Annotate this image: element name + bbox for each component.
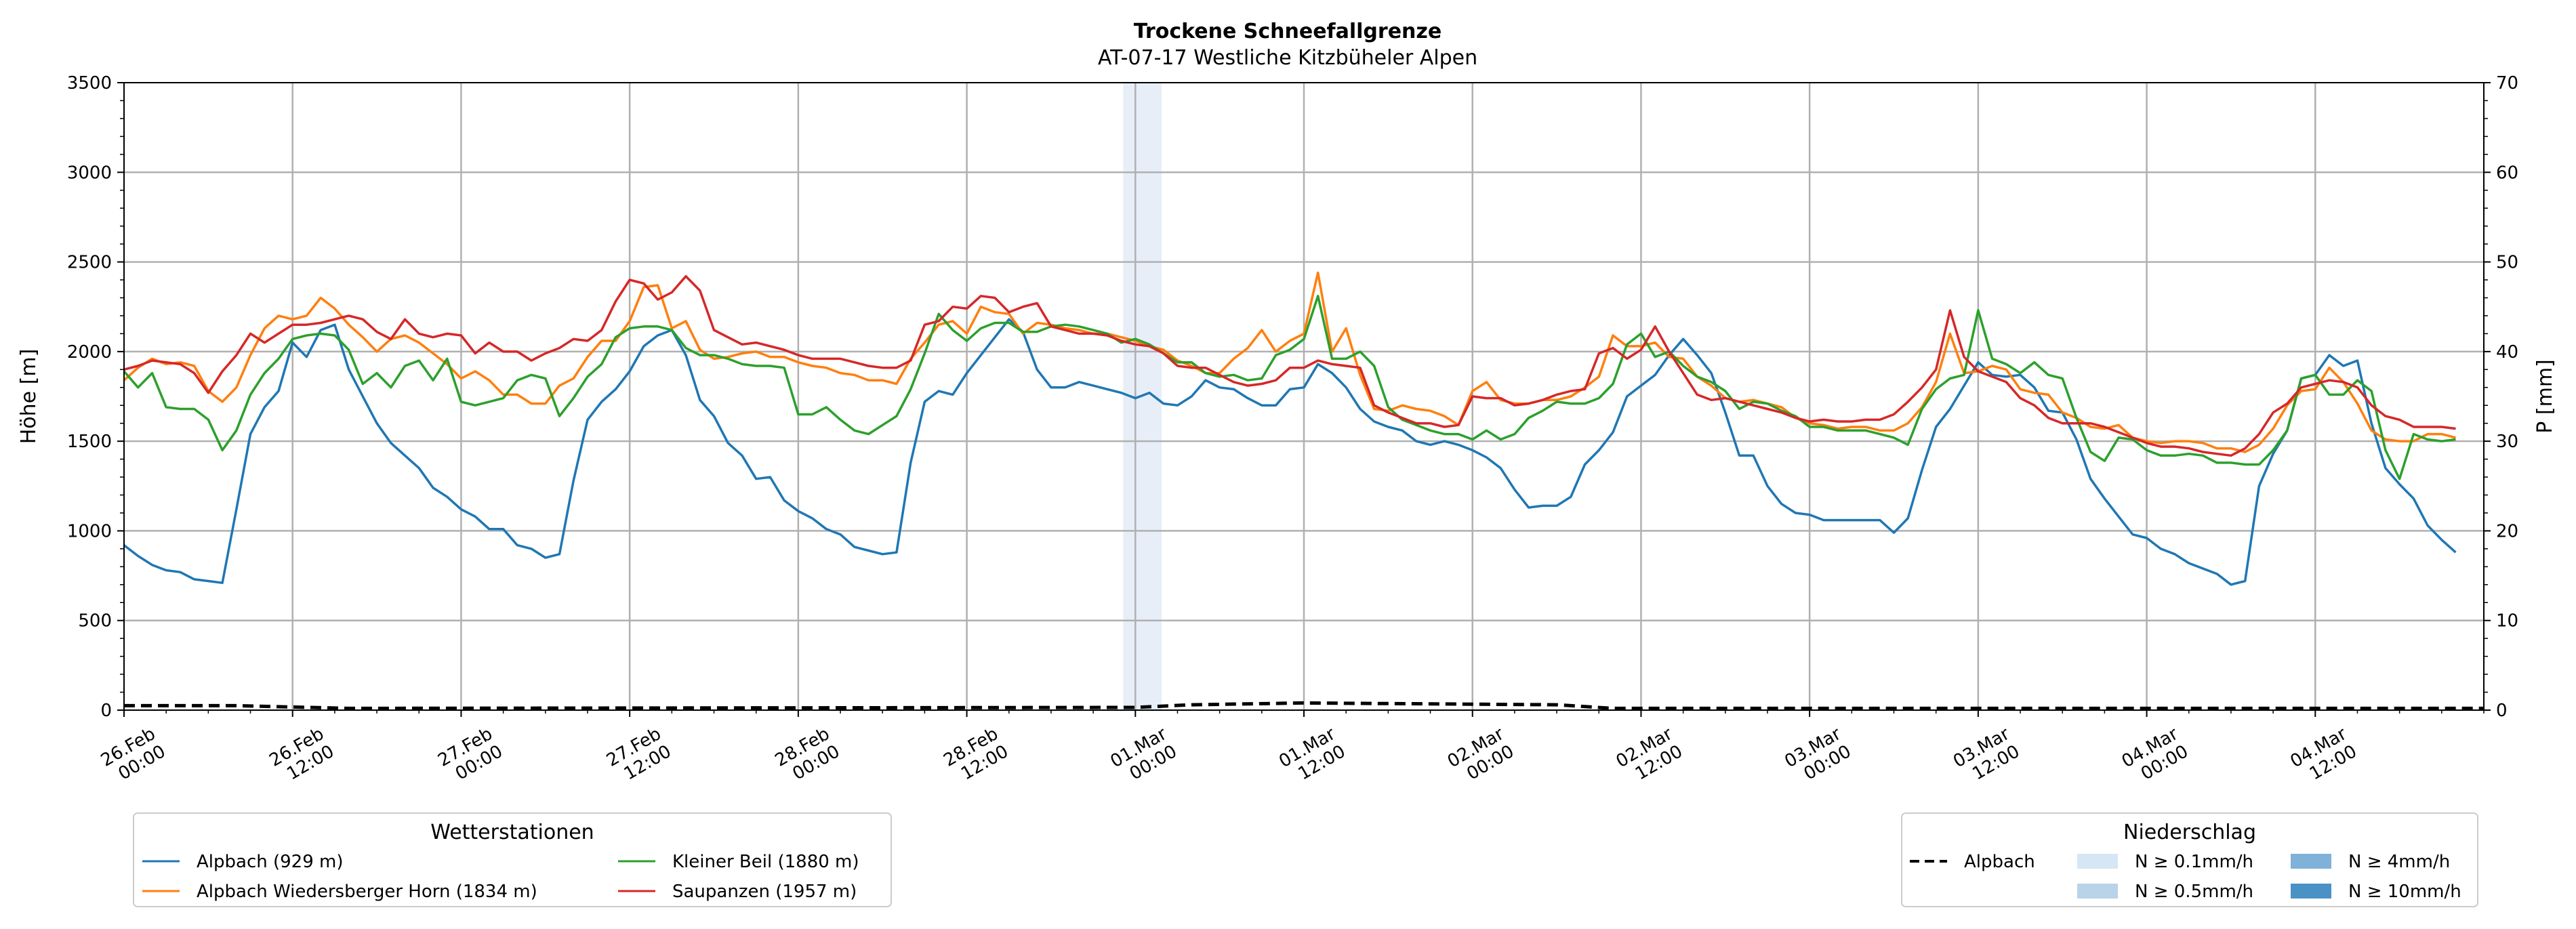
chart-subtitle: AT-07-17 Westliche Kitzbüheler Alpen [1098, 46, 1477, 70]
y2-tick-label: 30 [2496, 432, 2518, 452]
station-legend-title: Wetterstationen [430, 821, 594, 844]
x-tick-label: 03.Mar12:00 [1950, 724, 2024, 789]
legend-label-n05: N ≥ 0.5mm/h [2135, 882, 2253, 902]
x-tick-label: 01.Mar12:00 [1275, 724, 1349, 789]
x-tick-label: 27.Feb00:00 [434, 724, 506, 789]
precip-line-alpbach [124, 701, 2484, 710]
y-tick-label: 2000 [67, 342, 112, 363]
y2-tick-label: 40 [2496, 342, 2518, 363]
legend-swatch-n4 [2291, 854, 2331, 869]
x-tick-label: 04.Mar00:00 [2119, 724, 2192, 789]
x-tick-label: 01.Mar00:00 [1107, 724, 1181, 789]
x-tick-label: 02.Mar00:00 [1444, 724, 1518, 789]
legend-label-n10: N ≥ 10mm/h [2348, 882, 2461, 902]
x-tick-label: 04.Mar12:00 [2287, 724, 2360, 789]
legend-swatch-n05 [2077, 884, 2118, 899]
series-line-saupanzen [123, 274, 2456, 457]
series-lines [123, 271, 2457, 586]
y-axis-label: Höhe [m] [17, 349, 41, 445]
x-tick-label: 26.Feb12:00 [266, 724, 338, 789]
precip-legend-title: Niederschlag [2123, 821, 2256, 844]
y-tick-label: 0 [100, 701, 112, 721]
y2-tick-label: 60 [2496, 163, 2518, 183]
y2-tick-label: 70 [2496, 73, 2518, 94]
y2-tick-label: 10 [2496, 611, 2518, 632]
y2-tick-label: 0 [2496, 701, 2508, 721]
series-line-alpbach [123, 318, 2457, 586]
y-tick-label: 3500 [67, 73, 112, 94]
legend-swatch-n10 [2291, 884, 2331, 899]
y-tick-label: 2500 [67, 253, 112, 273]
y2-tick-label: 50 [2496, 253, 2518, 273]
x-tick-label: 03.Mar00:00 [1781, 724, 1855, 789]
legend-label-precip-alpbach: Alpbach [1964, 852, 2035, 872]
x-tick-label: 28.Feb12:00 [940, 724, 1012, 789]
y-tick-label: 3000 [67, 163, 112, 183]
x-tick-label: 27.Feb12:00 [603, 724, 675, 789]
x-tick-label: 28.Feb00:00 [772, 724, 844, 789]
precip-line-group [124, 701, 2484, 710]
y-tick-label: 1500 [67, 432, 112, 452]
legend-swatch-n01 [2077, 854, 2118, 869]
y2-tick-label: 20 [2496, 521, 2518, 541]
station-legend: Wetterstationen Alpbach (929 m) Alpbach … [133, 812, 892, 907]
legend-label-saupanzen: Saupanzen (1957 m) [672, 882, 857, 902]
grid-lines [124, 83, 2484, 710]
precip-legend: Niederschlag Alpbach N ≥ 0.1mm/h N ≥ 4mm… [1901, 812, 2478, 907]
x-tick-label: 02.Mar12:00 [1613, 724, 1687, 789]
x-tick-label: 26.Feb00:00 [98, 724, 169, 789]
series-line-kleiner-beil [123, 295, 2456, 480]
legend-label-n01: N ≥ 0.1mm/h [2135, 852, 2253, 872]
y2-axis-label: P [mm] [2533, 359, 2557, 433]
legend-label-kleiner-beil: Kleiner Beil (1880 m) [672, 852, 859, 872]
series-line-wiedersberger-horn [123, 271, 2456, 453]
legend-label-n4: N ≥ 4mm/h [2348, 852, 2450, 872]
chart-title: Trockene Schneefallgrenze [1134, 20, 1442, 43]
legend-label-alpbach: Alpbach (929 m) [197, 852, 344, 872]
axes: 0 0 500 10 1000 20 1500 30 2000 40 2500 50 3000 60 350… [67, 73, 2518, 789]
y-tick-label: 500 [78, 611, 112, 632]
legend-label-wiedersberger-horn: Alpbach Wiedersberger Horn (1834 m) [197, 882, 537, 902]
y-tick-label: 1000 [67, 521, 112, 541]
